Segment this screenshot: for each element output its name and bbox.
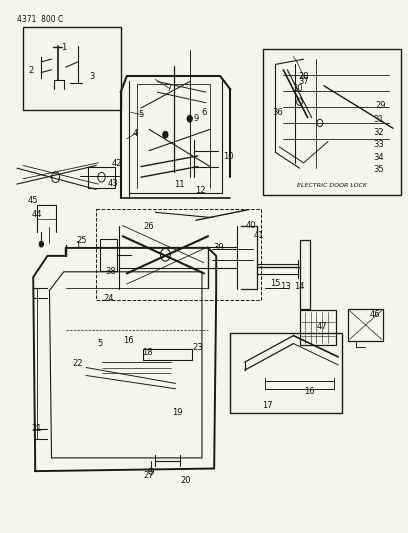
Text: 5: 5 <box>98 339 103 348</box>
Text: 43: 43 <box>107 179 118 188</box>
Circle shape <box>187 116 192 122</box>
Text: 33: 33 <box>373 140 384 149</box>
Text: 10: 10 <box>223 152 234 161</box>
Text: 4371  800 C: 4371 800 C <box>17 14 63 23</box>
Text: 45: 45 <box>28 196 38 205</box>
Bar <box>348 309 383 341</box>
Text: 19: 19 <box>172 408 183 417</box>
Bar <box>263 49 401 195</box>
Text: 14: 14 <box>294 281 305 290</box>
Text: 5: 5 <box>138 110 144 119</box>
Text: 15: 15 <box>270 279 280 288</box>
Circle shape <box>163 132 168 138</box>
Text: 7: 7 <box>167 84 172 93</box>
Text: 9: 9 <box>193 114 199 123</box>
Bar <box>88 166 115 188</box>
Text: 28: 28 <box>298 71 309 80</box>
Text: 36: 36 <box>272 108 283 117</box>
Text: 39: 39 <box>213 244 224 253</box>
Text: 13: 13 <box>280 281 290 290</box>
Text: 38: 38 <box>105 268 116 276</box>
Bar <box>231 333 342 413</box>
Text: 47: 47 <box>317 321 327 330</box>
Text: 46: 46 <box>370 310 380 319</box>
Bar <box>23 27 121 110</box>
Text: 37: 37 <box>298 77 309 86</box>
Text: 16: 16 <box>124 336 134 345</box>
Text: 35: 35 <box>374 165 384 174</box>
Text: 20: 20 <box>180 477 191 485</box>
Text: 30: 30 <box>292 84 303 93</box>
Text: 31: 31 <box>374 115 384 124</box>
Text: 26: 26 <box>144 222 154 231</box>
Text: 12: 12 <box>195 186 205 195</box>
Text: ELECTRIC DOOR LOCK: ELECTRIC DOOR LOCK <box>297 183 367 188</box>
Text: 6: 6 <box>201 108 207 117</box>
Text: 42: 42 <box>111 159 122 168</box>
Text: 24: 24 <box>103 294 114 303</box>
Text: 3: 3 <box>89 71 95 80</box>
Text: 1: 1 <box>61 43 67 52</box>
Text: 22: 22 <box>73 359 83 368</box>
Text: 23: 23 <box>193 343 203 352</box>
Bar <box>100 239 117 271</box>
Text: 25: 25 <box>77 237 87 246</box>
Text: 11: 11 <box>174 180 185 189</box>
Text: 32: 32 <box>374 127 384 136</box>
Circle shape <box>39 241 43 247</box>
Text: 4: 4 <box>132 129 137 138</box>
Text: 18: 18 <box>142 348 152 357</box>
Text: 27: 27 <box>144 471 154 480</box>
Text: 44: 44 <box>32 210 42 219</box>
Text: 29: 29 <box>376 101 386 110</box>
Text: 17: 17 <box>262 401 272 410</box>
Text: 41: 41 <box>254 231 264 240</box>
Text: 21: 21 <box>31 424 42 433</box>
Text: 16: 16 <box>304 387 315 396</box>
Text: 40: 40 <box>246 221 256 230</box>
Text: 1: 1 <box>75 241 80 250</box>
Text: 34: 34 <box>374 153 384 162</box>
Bar <box>299 310 336 345</box>
Text: 2: 2 <box>29 67 34 75</box>
